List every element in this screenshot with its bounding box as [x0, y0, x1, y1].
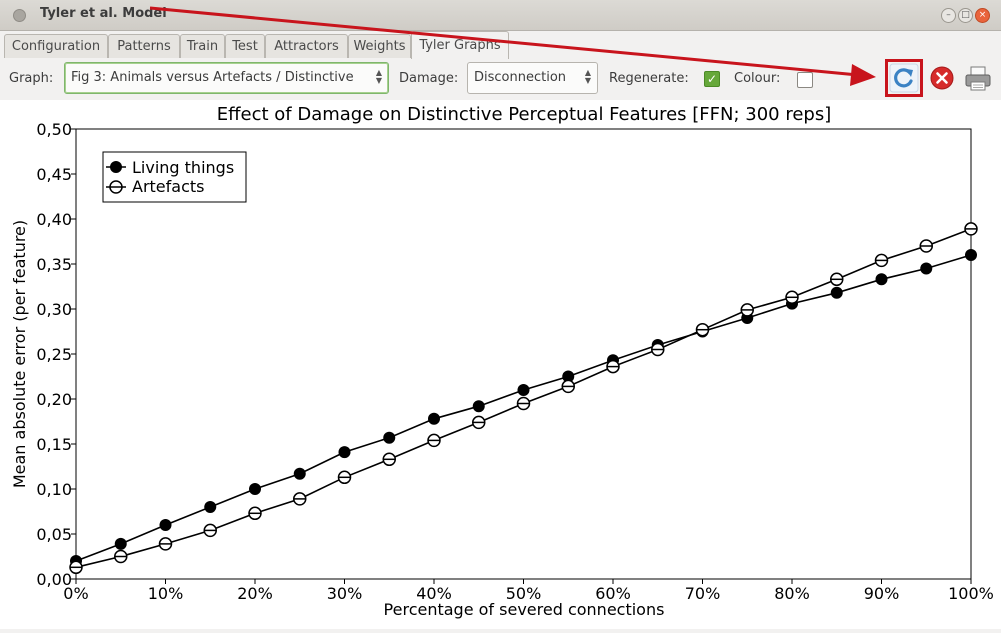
x-tick-label: 20%: [237, 584, 273, 603]
close-icon[interactable]: [928, 64, 958, 94]
legend: Living things Artefacts: [102, 151, 247, 203]
legend-label-artefacts: Artefacts: [132, 177, 204, 196]
refresh-icon[interactable]: [889, 63, 919, 93]
data-point-living: [920, 262, 933, 275]
tab-patterns[interactable]: Patterns: [108, 34, 180, 58]
plot-frame: [75, 128, 972, 580]
tab-weights[interactable]: Weights: [348, 34, 411, 58]
graph-toolbar: Graph: Fig 3: Animals versus Artefacts /…: [0, 58, 1001, 100]
data-point-living: [472, 400, 485, 413]
graph-select-value: Fig 3: Animals versus Artefacts / Distin…: [71, 70, 354, 85]
damage-label: Damage:: [399, 71, 459, 86]
regenerate-label: Regenerate:: [609, 71, 689, 86]
minimize-icon[interactable]: –: [941, 8, 956, 23]
x-tick-label: 10%: [148, 584, 184, 603]
y-tick-label: 0,00: [36, 570, 72, 589]
arrow-line: [149, 6, 859, 77]
tab-attractors[interactable]: Attractors: [265, 34, 348, 58]
data-point-living: [249, 483, 261, 495]
y-tick-label: 0,35: [36, 255, 72, 274]
graph-select[interactable]: Fig 3: Animals versus Artefacts / Distin…: [64, 62, 389, 94]
tab-train[interactable]: Train: [180, 34, 225, 58]
data-point-living: [293, 467, 306, 480]
close-window-icon[interactable]: ×: [975, 8, 990, 23]
window-titlebar: Tyler et al. Model – □ ×: [0, 0, 1001, 31]
colour-checkbox[interactable]: [797, 72, 813, 88]
x-tick-label: 90%: [864, 584, 900, 603]
spin-arrows-icon: ▲ ▼: [584, 68, 591, 85]
data-point-living: [830, 286, 843, 299]
legend-marker-living: [110, 161, 122, 173]
line-chart: Effect of Damage on Distinctive Perceptu…: [10, 104, 994, 619]
highlight-box: [885, 59, 923, 97]
data-point-living: [428, 412, 440, 425]
plot-area: Effect of Damage on Distinctive Perceptu…: [0, 100, 1001, 629]
x-tick-label: 100%: [948, 584, 994, 603]
legend-box: [102, 151, 247, 203]
print-icon[interactable]: [963, 64, 993, 94]
maximize-icon[interactable]: □: [958, 8, 973, 23]
arrow-head: [850, 64, 876, 86]
tab-configuration[interactable]: Configuration: [4, 34, 108, 58]
spin-arrows-icon: ▲ ▼: [375, 68, 382, 85]
legend-label-living: Living things: [132, 158, 234, 177]
y-tick-label: 0,45: [36, 165, 72, 184]
data-point-living: [159, 519, 172, 531]
damage-select[interactable]: Disconnection ▲ ▼: [467, 62, 598, 94]
y-tick-label: 0,20: [36, 390, 72, 409]
y-tick-label: 0,50: [36, 120, 72, 139]
data-point-living: [875, 273, 888, 286]
x-tick-label: 30%: [327, 584, 363, 603]
y-tick-label: 0,25: [36, 345, 72, 364]
colour-label: Colour:: [734, 71, 781, 86]
y-axis: 0,00 0,05 0,10 0,15 0,20 0,25 0,30 0,35 0,40 0,45…: [36, 120, 76, 589]
x-axis-label: Percentage of severed connections: [384, 600, 665, 619]
y-tick-label: 0,30: [36, 300, 72, 319]
x-tick-label: 50%: [506, 584, 542, 603]
data-point-living: [383, 431, 396, 444]
window-menu-icon[interactable]: [13, 9, 26, 22]
x-tick-label: 60%: [595, 584, 631, 603]
window-title: Tyler et al. Model: [40, 6, 167, 21]
data-point-living: [562, 370, 575, 383]
y-tick-label: 0,05: [36, 525, 72, 544]
y-axis-label: Mean absolute error (per feature): [10, 220, 29, 488]
series-group: [69, 222, 978, 575]
data-point-living: [338, 446, 351, 459]
x-tick-label: 0%: [63, 584, 88, 603]
x-tick-label: 40%: [416, 584, 452, 603]
data-point-living: [204, 501, 217, 513]
damage-select-value: Disconnection: [474, 70, 567, 85]
data-point-living: [114, 537, 127, 550]
y-tick-label: 0,10: [36, 480, 72, 499]
regenerate-checkbox[interactable]: ✓: [704, 71, 720, 87]
x-axis: 0% 10% 20% 30% 40% 50% 60% 70% 80% 90% 100%: [63, 579, 994, 603]
y-tick-label: 0,40: [36, 210, 72, 229]
data-point-living: [517, 384, 530, 396]
x-tick-label: 80%: [774, 584, 810, 603]
tab-test[interactable]: Test: [225, 34, 265, 58]
y-tick-label: 0,15: [36, 435, 72, 454]
data-point-living: [965, 249, 977, 261]
x-tick-label: 70%: [685, 584, 721, 603]
chart-title: Effect of Damage on Distinctive Perceptu…: [217, 104, 832, 125]
graph-label: Graph:: [9, 71, 54, 86]
